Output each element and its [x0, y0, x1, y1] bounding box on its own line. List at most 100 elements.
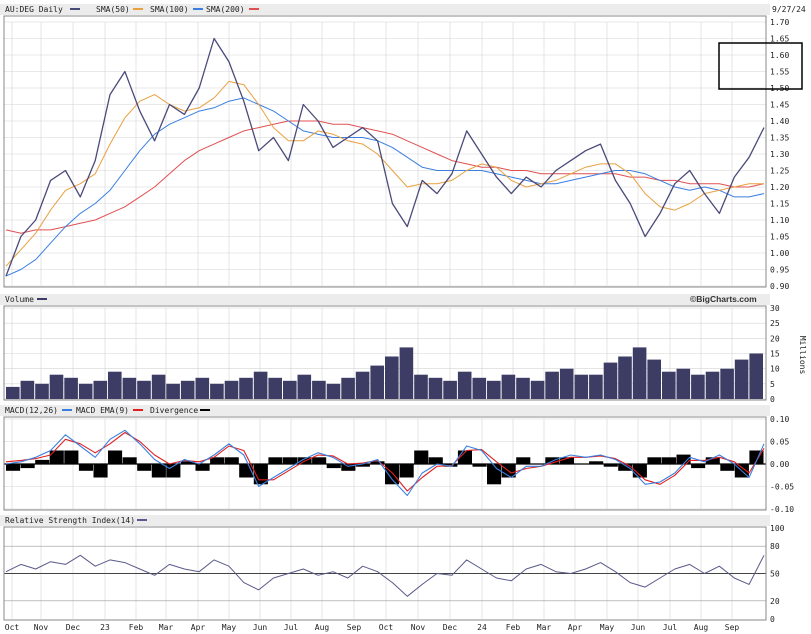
- divergence-bar: [64, 450, 79, 464]
- y-tick-label: 1.35: [770, 134, 789, 143]
- rsi-y-axis: 100 80 50 20 0: [770, 524, 785, 624]
- volume-bar: [78, 383, 93, 399]
- divergence-bar: [49, 450, 64, 464]
- y-tick-label: 0.05: [770, 438, 789, 447]
- y-tick-label: 20: [770, 597, 780, 606]
- y-tick-label: 1.45: [770, 101, 789, 110]
- divergence-bar: [268, 457, 283, 465]
- x-tick-label: Apr: [568, 623, 583, 632]
- x-tick-label: Sep: [725, 623, 740, 632]
- volume-bar: [297, 374, 312, 399]
- volume-panel: Volume ©BigCharts.com 0 5 10 15 20 25 30 Milli…: [0, 294, 807, 404]
- y-tick-label: 0.10: [770, 415, 789, 424]
- volume-bar: [516, 377, 530, 399]
- divergence-bar: [559, 457, 574, 465]
- x-axis: Oct Nov Dec 23 Feb Mar Apr May Jun Jul Aug Sep Oct No…: [5, 623, 740, 632]
- volume-bar: [195, 377, 210, 399]
- divergence-bar: [705, 457, 720, 465]
- y-tick-label: 100: [770, 524, 785, 533]
- y-tick-label: 1.60: [770, 51, 789, 60]
- x-tick-label: May: [600, 623, 615, 632]
- divergence-bar: [166, 464, 181, 478]
- divergence-bar: [530, 464, 545, 465]
- x-tick-label: Aug: [694, 623, 709, 632]
- sma100-legend-label: SMA(100): [150, 5, 189, 14]
- divergence-bar: [122, 457, 137, 465]
- x-tick-label: Dec: [443, 623, 458, 632]
- volume-bar: [443, 380, 457, 399]
- volume-bar: [312, 380, 326, 399]
- rsi-series: [5, 554, 765, 597]
- volume-bar: [734, 359, 749, 399]
- volume-bar: [662, 371, 676, 399]
- price-header-bar: [0, 4, 770, 15]
- volume-bar: [545, 371, 559, 399]
- volume-bar: [268, 377, 282, 399]
- volume-bar: [224, 380, 239, 399]
- volume-bar: [370, 365, 384, 399]
- volume-bar: [472, 377, 487, 399]
- volume-bar: [399, 347, 414, 399]
- x-tick-label: Sep: [347, 623, 362, 632]
- divergence-bar: [428, 457, 443, 465]
- y-tick-label: -0.05: [770, 483, 794, 492]
- volume-bar: [108, 371, 122, 399]
- divergence-bar: [326, 464, 341, 469]
- volume-bar: [530, 380, 545, 399]
- x-tick-label: Oct: [5, 623, 20, 632]
- divergence-bar: [151, 464, 166, 478]
- x-tick-label: Dec: [66, 623, 81, 632]
- volume-bar: [749, 353, 763, 399]
- divergence-bar: [20, 464, 35, 469]
- divergence-bar: [283, 457, 298, 465]
- volume-bar: [49, 374, 64, 399]
- volume-bar: [705, 371, 720, 399]
- volume-bar: [385, 356, 399, 399]
- divergence-bar: [210, 457, 225, 465]
- y-tick-label: 1.05: [770, 233, 789, 242]
- divergence-bar: [414, 450, 429, 464]
- macd-y-axis: 0.10 0.05 0.00 -0.05 -0.10: [770, 415, 794, 514]
- divergence-bar: [720, 464, 735, 471]
- x-tick-label: Jun: [631, 623, 646, 632]
- volume-bar: [239, 377, 253, 399]
- price-y-axis: 0.90 0.95 1.00 1.05 1.10 1.15 1.20 1.25 1.30 1.35…: [770, 18, 789, 291]
- date-label: 9/27/24: [772, 5, 806, 14]
- y-tick-label: 1.70: [770, 18, 789, 27]
- y-tick-label: 0.90: [770, 282, 789, 291]
- y-tick-label: 1.25: [770, 167, 789, 176]
- y-tick-label: 1.00: [770, 249, 789, 258]
- y-tick-label: 1.30: [770, 150, 789, 159]
- sma200-line: [5, 120, 765, 234]
- volume-y-axis: 0 5 10 15 20 25 30: [770, 304, 780, 404]
- volume-bar: [632, 347, 647, 399]
- y-tick-label: 30: [770, 304, 780, 313]
- divergence-bar: [6, 464, 21, 471]
- x-tick-label: Aug: [315, 623, 330, 632]
- volume-frame: [3, 305, 767, 401]
- price-line: [5, 37, 765, 277]
- volume-bar: [93, 380, 108, 399]
- x-tick-label: 23: [100, 623, 110, 632]
- volume-bar: [501, 374, 516, 399]
- credit-label: ©BigCharts.com: [690, 294, 757, 304]
- volume-bar: [603, 362, 618, 399]
- macd-frame: [3, 416, 767, 511]
- divergence-bar: [589, 461, 604, 464]
- divergence-bar: [93, 464, 108, 478]
- volume-bar: [151, 374, 166, 399]
- x-tick-label: Jul: [663, 623, 678, 632]
- x-tick-label: 24: [477, 623, 487, 632]
- volume-bar: [589, 374, 603, 399]
- volume-bar: [691, 374, 705, 399]
- divergence-bar: [108, 450, 123, 464]
- divergence-bar: [472, 464, 487, 467]
- divergence-bar: [355, 464, 370, 467]
- y-tick-label: 1.65: [770, 35, 789, 44]
- sma50-line: [5, 80, 764, 267]
- rsi-grid: [4, 528, 766, 619]
- volume-bar: [720, 368, 734, 399]
- divergence-label: Divergence: [150, 406, 198, 415]
- volume-bar: [210, 383, 224, 399]
